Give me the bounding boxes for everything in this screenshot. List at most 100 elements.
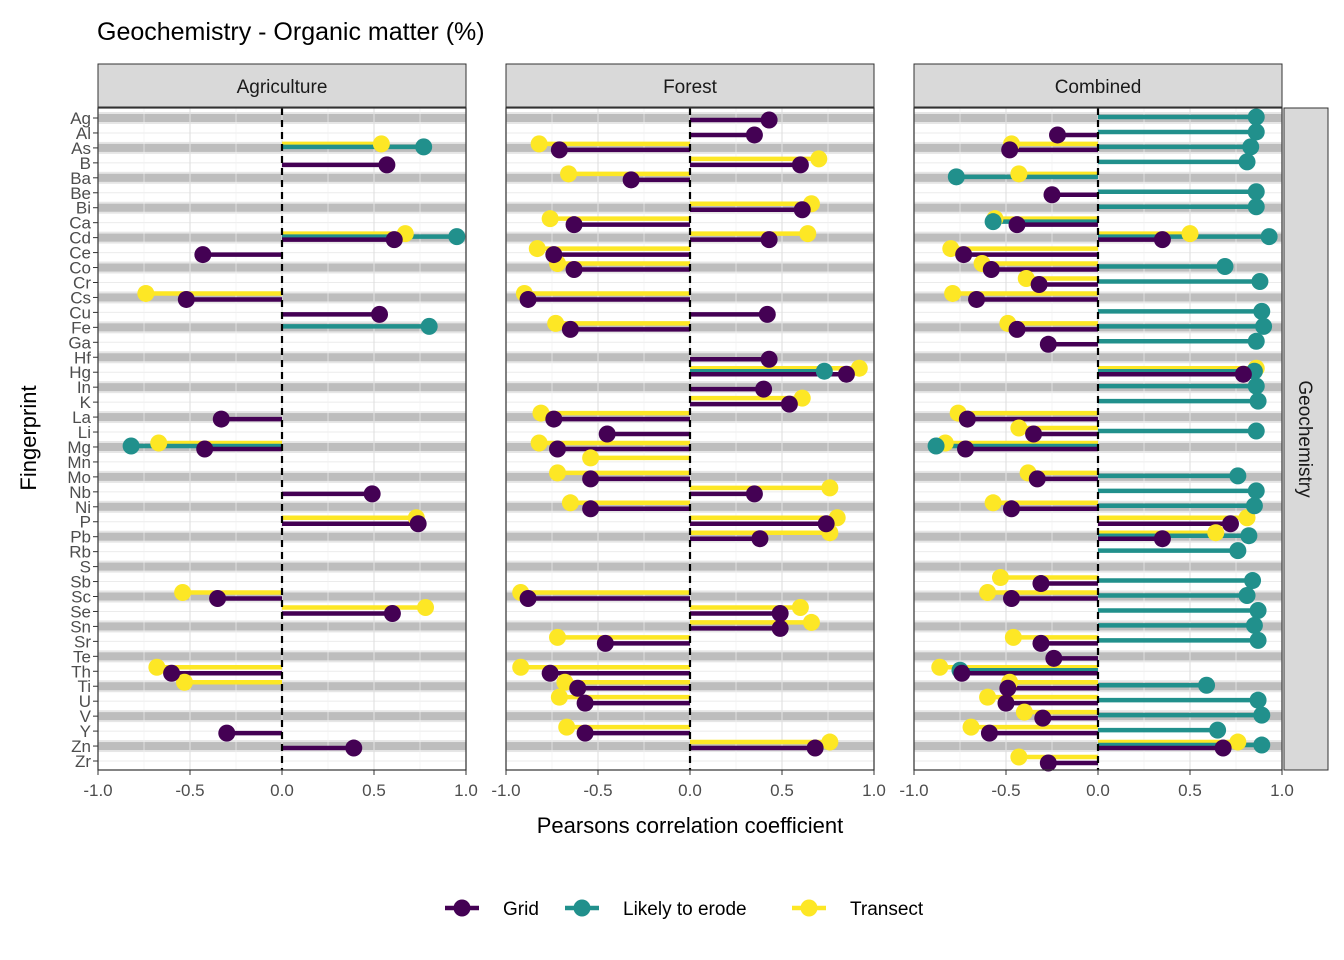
lollipop-point-grid-Cd [760,231,778,249]
lollipop-point-transect-Se [791,598,809,616]
lollipop-point-transect-Pb [1207,524,1225,542]
lollipop-point-transect-Sn [802,613,820,631]
lollipop-point-grid-Mg [196,440,214,458]
lollipop-point-grid-Li [598,425,616,443]
lollipop-point-grid-Ag [760,111,778,129]
x-axis-title: Pearsons correlation coefficient [537,813,844,838]
lollipop-point-grid-Ni [582,500,600,518]
lollipop-point-grid-Ce [545,246,563,264]
lollipop-point-grid-Cu [371,305,389,323]
y-axis-title: Fingerprint [16,385,41,490]
lollipop-point-transect-Sc [979,584,997,602]
lollipop-point-grid-Sc [1003,590,1021,608]
facet-strip-label: Agriculture [237,77,328,98]
y-tick-label: V [80,707,92,726]
lollipop-point-grid-B [378,156,396,174]
x-tick-label: 0.5 [362,781,386,800]
legend-key-point [573,899,591,917]
lollipop-point-transect-Ce [942,240,960,258]
row-strip [1283,107,1329,771]
lollipop-point-transect-Th [512,658,530,676]
lollipop-point-likely-to-erode-Sc [1238,587,1256,605]
y-tick-label: As [71,139,91,158]
lollipop-point-transect-Y [558,718,576,736]
y-tick-label: Cr [73,273,91,292]
x-tick-label: -0.5 [583,781,612,800]
lollipop-point-likely-to-erode-Sn [1245,616,1263,634]
lollipop-point-grid-Pb [1153,530,1171,548]
lollipop-point-transect-Hg [850,359,868,377]
lollipop-point-likely-to-erode-Ca [984,213,1002,231]
lollipop-point-transect-Zr [1010,748,1028,766]
lollipop-point-transect-Mn [582,449,600,467]
lollipop-point-likely-to-erode-Cd [1260,228,1278,246]
lollipop-point-grid-Y [980,724,998,742]
lollipop-point-grid-Se [771,604,789,622]
y-tick-label: Mn [67,453,91,472]
y-tick-label: Hg [69,363,91,382]
chart-title: Geochemistry - Organic matter (%) [97,18,485,46]
y-tick-label: Mo [67,468,91,487]
lollipop-point-grid-La [545,410,563,428]
lollipop-point-grid-Y [576,724,594,742]
lollipop-point-transect-As [530,135,548,153]
lollipop-point-grid-Ni [1003,500,1021,518]
x-tick-label: 0.0 [678,781,702,800]
y-tick-label: P [80,513,91,532]
y-tick-label: Ag [70,109,91,128]
lollipop-point-likely-to-erode-Cr [1251,272,1269,290]
lollipop-point-likely-to-erode-Nb [1247,482,1265,500]
lollipop-point-likely-to-erode-Ti [1198,676,1216,694]
facet-strip [97,63,467,108]
lollipop-point-grid-As [550,141,568,159]
lollipop-point-grid-Ca [1008,216,1026,234]
lollipop-point-grid-La [958,410,976,428]
lollipop-point-grid-Zn [806,739,824,757]
lollipop-point-likely-to-erode-Sb [1244,572,1262,590]
lollipop-point-grid-Mo [1028,470,1046,488]
y-tick-label: Ga [68,333,91,352]
lollipop-point-grid-Sr [596,634,614,652]
y-tick-label: K [80,393,92,412]
lollipop-point-grid-Sc [519,590,537,608]
lollipop-point-transect-Sc [174,584,192,602]
lollipop-point-transect-Y [962,718,980,736]
lollipop-point-transect-Ni [984,494,1002,512]
y-tick-label: Li [78,423,91,442]
lollipop-point-grid-Fe [561,320,579,338]
legend-item-transect: Transect [792,899,924,920]
lollipop-point-grid-Cs [519,290,537,308]
y-tick-label: Ba [70,169,91,188]
y-tick-label: Bi [76,199,91,218]
lollipop-point-grid-Sb [1032,575,1050,593]
lollipop-point-likely-to-erode-Be [1247,183,1265,201]
lollipop-point-transect-B [810,150,828,168]
lollipop-point-grid-Bi [793,201,811,219]
lollipop-point-grid-Sc [209,590,227,608]
lollipop-point-transect-Mg [150,434,168,452]
lollipop-point-grid-Sn [771,619,789,637]
lollipop-point-grid-Hg [1234,365,1252,383]
lollipop-point-grid-Mg [957,440,975,458]
y-tick-label: B [80,154,91,173]
y-tick-label: Fe [71,318,91,337]
lollipop-point-grid-Ce [194,246,212,264]
lollipop-point-grid-Ti [999,679,1017,697]
lollipop-point-likely-to-erode-Mg [927,437,945,455]
lollipop-point-grid-As [1001,141,1019,159]
lollipop-point-grid-Cu [758,305,776,323]
x-tick-label: -1.0 [83,781,112,800]
lollipop-point-likely-to-erode-Al [1247,123,1265,141]
lollipop-point-transect-Cs [944,284,962,302]
lollipop-point-transect-Th [148,658,166,676]
lollipop-point-transect-Mg [530,434,548,452]
lollipop-point-grid-Pb [751,530,769,548]
lollipop-point-likely-to-erode-Fe [420,317,438,335]
lollipop-point-grid-Li [1025,425,1043,443]
x-tick-label: 0.5 [770,781,794,800]
lollipop-point-transect-Ba [560,165,578,183]
lollipop-point-grid-U [576,694,594,712]
y-tick-label: U [79,692,91,711]
lollipop-point-grid-Nb [363,485,381,503]
